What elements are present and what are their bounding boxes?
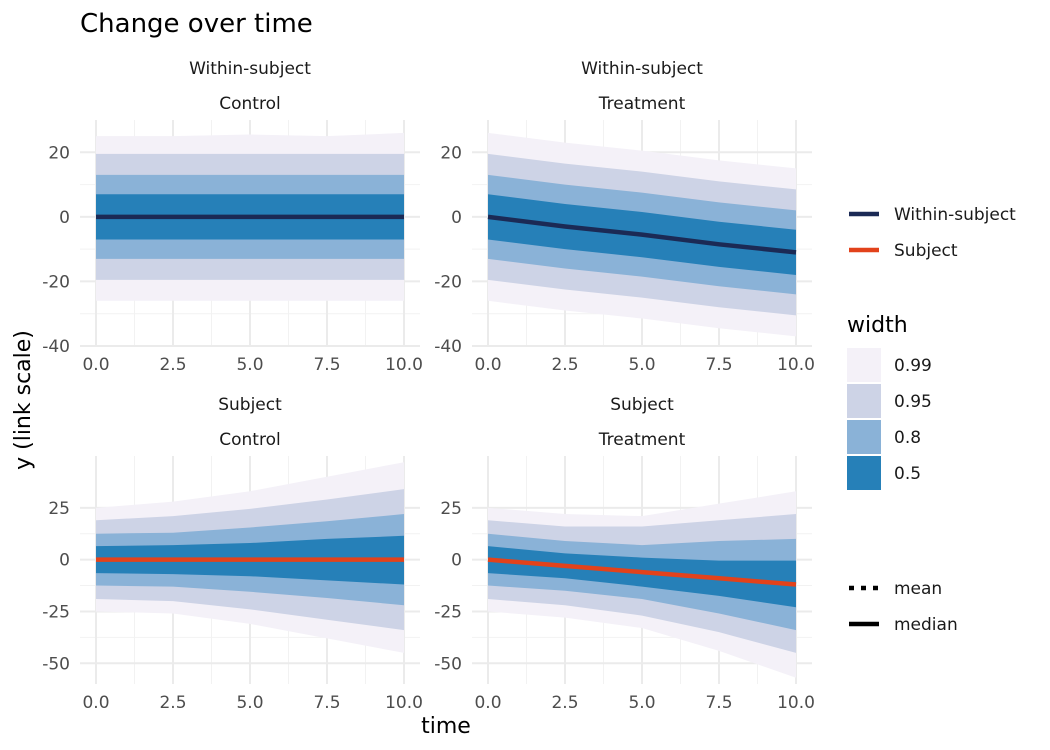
y-tick-label: 25 [48, 499, 70, 519]
facet-panel: Within-subject Treatment 0.0 2.5 5.0 7.5 10.0 2… [434, 59, 815, 375]
legend-width-title: width [847, 313, 908, 338]
x-tick-label: 5.0 [628, 693, 655, 713]
y-tick-label: 0 [59, 208, 70, 228]
y-tick-label: -50 [42, 654, 70, 674]
legend-width-label: 0.99 [894, 356, 932, 376]
y-tick-label: 0 [59, 551, 70, 571]
x-tick-label: 7.5 [705, 355, 732, 375]
y-tick-label: -20 [434, 272, 462, 292]
y-tick-label: 25 [440, 499, 462, 519]
x-tick-label: 0.0 [82, 355, 109, 375]
x-tick-label: 2.5 [159, 693, 186, 713]
x-tick-label: 0.0 [474, 693, 501, 713]
x-tick-label: 0.0 [474, 355, 501, 375]
facet-col-label: Control [219, 94, 280, 114]
x-tick-label: 5.0 [236, 693, 263, 713]
legend-width-swatch [847, 456, 881, 490]
facet-row-label: Within-subject [189, 59, 311, 79]
y-tick-label: 20 [48, 143, 70, 163]
x-tick-label: 10.0 [777, 693, 815, 713]
y-tick-label: -25 [434, 602, 462, 622]
y-tick-label: 0 [451, 208, 462, 228]
x-tick-label: 10.0 [777, 355, 815, 375]
legend-linetype-label: median [894, 615, 958, 635]
x-tick-label: 7.5 [313, 355, 340, 375]
legend-width-label: 0.95 [894, 392, 932, 412]
facet-panels: Within-subject Control 0.0 2.5 5.0 7.5 10.0 20 0… [42, 59, 815, 713]
legend-width-label: 0.5 [894, 464, 921, 484]
x-tick-label: 5.0 [236, 355, 263, 375]
y-tick-label: -20 [42, 272, 70, 292]
interval-band-0-5 [488, 546, 796, 608]
x-tick-label: 2.5 [551, 693, 578, 713]
y-tick-label: -40 [42, 337, 70, 357]
facet-row-label: Within-subject [581, 59, 703, 79]
x-tick-label: 5.0 [628, 355, 655, 375]
facet-col-label: Treatment [598, 430, 686, 450]
x-tick-label: 10.0 [385, 355, 423, 375]
legend-width-swatch [847, 420, 881, 454]
legend-series-label: Within-subject [894, 205, 1016, 225]
median-line [487, 214, 797, 255]
x-tick-label: 0.0 [82, 693, 109, 713]
x-tick-label: 2.5 [551, 355, 578, 375]
facet-panel: Within-subject Control 0.0 2.5 5.0 7.5 10.0 20 0… [42, 59, 423, 375]
x-tick-label: 2.5 [159, 355, 186, 375]
facet-panel: Subject Treatment 0.0 2.5 5.0 7.5 10.0 25 0 -25 -5… [434, 395, 815, 713]
y-tick-label: -25 [42, 602, 70, 622]
y-tick-label: 20 [440, 143, 462, 163]
facet-panel: Subject Control 0.0 2.5 5.0 7.5 10.0 25 0 -25 -50 [42, 395, 423, 713]
legend-width-label: 0.8 [894, 428, 921, 448]
y-axis-title: y (link scale) [11, 330, 36, 470]
legend-series-label: Subject [894, 241, 958, 261]
chart-title: Change over time [80, 9, 313, 39]
x-tick-label: 7.5 [705, 693, 732, 713]
legend-width-swatch [847, 384, 881, 418]
y-tick-label: -50 [434, 654, 462, 674]
y-tick-label: 0 [451, 551, 462, 571]
x-axis-title: time [421, 714, 471, 739]
x-tick-label: 10.0 [385, 693, 423, 713]
legend-linetype-label: mean [894, 579, 942, 599]
legend-width-swatch [847, 348, 881, 382]
legend: Within-subject Subject width 0.99 0.95 0.8 0.5… [847, 205, 1016, 635]
facet-row-label: Subject [218, 395, 282, 415]
facet-col-label: Control [219, 430, 280, 450]
facet-row-label: Subject [610, 395, 674, 415]
y-tick-label: -40 [434, 337, 462, 357]
facet-col-label: Treatment [598, 94, 686, 114]
median-line [487, 557, 797, 587]
x-tick-label: 7.5 [313, 693, 340, 713]
